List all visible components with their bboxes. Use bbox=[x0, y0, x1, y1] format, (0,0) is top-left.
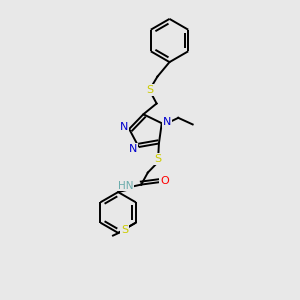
Text: N: N bbox=[163, 117, 171, 127]
Text: HN: HN bbox=[118, 181, 134, 191]
Text: O: O bbox=[160, 176, 169, 186]
Text: S: S bbox=[146, 85, 153, 95]
Text: S: S bbox=[121, 225, 128, 235]
Text: N: N bbox=[129, 143, 137, 154]
Text: N: N bbox=[120, 122, 128, 133]
Text: S: S bbox=[154, 154, 161, 164]
